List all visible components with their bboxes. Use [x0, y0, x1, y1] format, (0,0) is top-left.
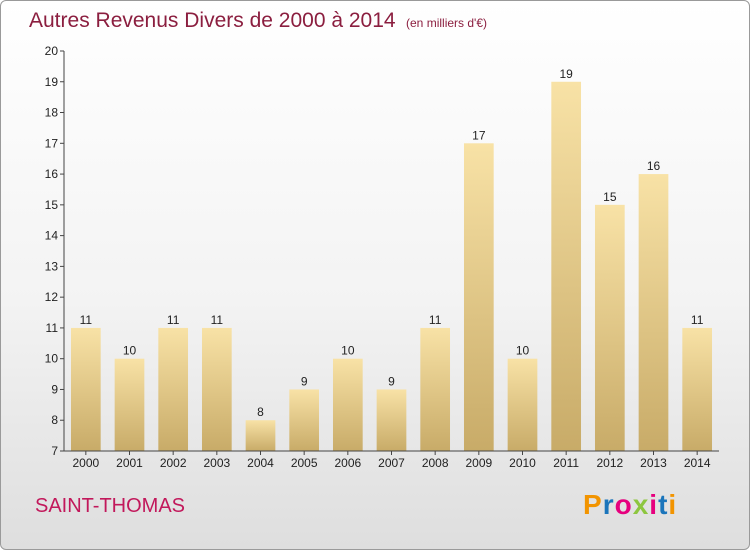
y-tick-label-14: 14: [45, 229, 59, 243]
x-tick-label-2011: 2011: [553, 456, 579, 470]
bar-2005: [289, 389, 320, 451]
x-tick-label-2014: 2014: [684, 456, 711, 470]
x-axis-labels: 2000 2001 2002 2003 2004 2005 2006 2007 2008 2009…: [72, 451, 711, 470]
logo-letter: x: [632, 489, 650, 520]
y-tick-label-15: 15: [45, 198, 59, 212]
value-label-2003: 11: [211, 313, 224, 327]
x-tick-label-2004: 2004: [247, 456, 274, 470]
value-label-2005: 9: [301, 374, 308, 388]
x-tick-label-2009: 2009: [465, 456, 492, 470]
x-tick-label-2003: 2003: [203, 456, 230, 470]
x-tick-label-2006: 2006: [334, 456, 361, 470]
bar-2006: [332, 358, 363, 451]
value-label-2009: 17: [472, 128, 486, 142]
bar-2001: [114, 358, 145, 451]
x-tick-label-2002: 2002: [160, 456, 187, 470]
y-tick-label-9: 9: [51, 382, 58, 396]
x-tick-label-2001: 2001: [116, 456, 143, 470]
bar-2007: [376, 389, 407, 451]
x-tick-label-2013: 2013: [640, 456, 667, 470]
bar-2003: [201, 327, 232, 451]
value-label-2010: 10: [516, 344, 530, 358]
chart-title: Autres Revenus Divers de 2000 à 2014: [29, 9, 396, 32]
x-tick-label-2007: 2007: [378, 456, 405, 470]
y-tick-label-20: 20: [45, 44, 59, 58]
logo-letter: P: [583, 489, 603, 520]
bar-2009: [463, 143, 494, 452]
x-tick-label-2000: 2000: [72, 456, 99, 470]
bar-2013: [638, 174, 669, 452]
value-label-2014: 11: [691, 313, 704, 327]
bar-2011: [551, 81, 582, 452]
y-tick-label-18: 18: [45, 106, 59, 120]
logo-letter: i: [668, 489, 678, 520]
y-tick-label-10: 10: [45, 352, 59, 366]
unit-note: (en milliers d'€): [406, 16, 487, 30]
y-tick-label-8: 8: [51, 413, 58, 427]
bar-2008: [420, 327, 451, 451]
logo-letter: o: [614, 489, 633, 520]
y-tick-label-13: 13: [45, 259, 59, 273]
y-tick-label-16: 16: [45, 167, 59, 181]
bar-2004: [245, 420, 276, 451]
bar-2010: [507, 358, 538, 451]
bar-2012: [594, 204, 625, 451]
title-row: Autres Revenus Divers de 2000 à 2014 (en…: [29, 9, 487, 33]
value-label-2008: 11: [429, 313, 442, 327]
bar-2000: [70, 327, 101, 451]
commune-name: SAINT-THOMAS: [35, 495, 186, 517]
value-label-2002: 11: [167, 313, 180, 327]
logo-letter: r: [602, 489, 615, 520]
logo-letter: i: [649, 489, 659, 520]
value-label-2011: 19: [559, 67, 573, 81]
y-tick-label-19: 19: [45, 75, 59, 89]
value-label-2012: 15: [603, 190, 617, 204]
y-tick-label-17: 17: [45, 136, 59, 150]
x-tick-label-2012: 2012: [596, 456, 623, 470]
value-label-2004: 8: [257, 405, 264, 419]
bar-2014: [682, 327, 713, 451]
value-label-2013: 16: [647, 159, 661, 173]
value-label-2006: 10: [341, 344, 355, 358]
proxiti-logo: Proxiti: [583, 489, 677, 521]
bars: [70, 81, 713, 452]
value-label-2001: 10: [123, 344, 137, 358]
y-tick-label-12: 12: [45, 290, 59, 304]
bar-2002: [158, 327, 189, 451]
value-labels: 11 10 11 11 8 9 10 9 11 17 10 19 15 16 11: [80, 67, 704, 419]
y-tick-label-11: 11: [46, 321, 59, 335]
x-tick-label-2008: 2008: [422, 456, 449, 470]
y-axis-ticks: 7 8 9 10 11 12 13 14 15 16 17 18 19 20: [45, 44, 64, 458]
value-label-2007: 9: [388, 374, 395, 388]
logo-letter: t: [658, 489, 669, 520]
x-tick-label-2010: 2010: [509, 456, 536, 470]
x-tick-label-2005: 2005: [291, 456, 318, 470]
y-tick-label-7: 7: [51, 444, 58, 458]
value-label-2000: 11: [80, 313, 93, 327]
